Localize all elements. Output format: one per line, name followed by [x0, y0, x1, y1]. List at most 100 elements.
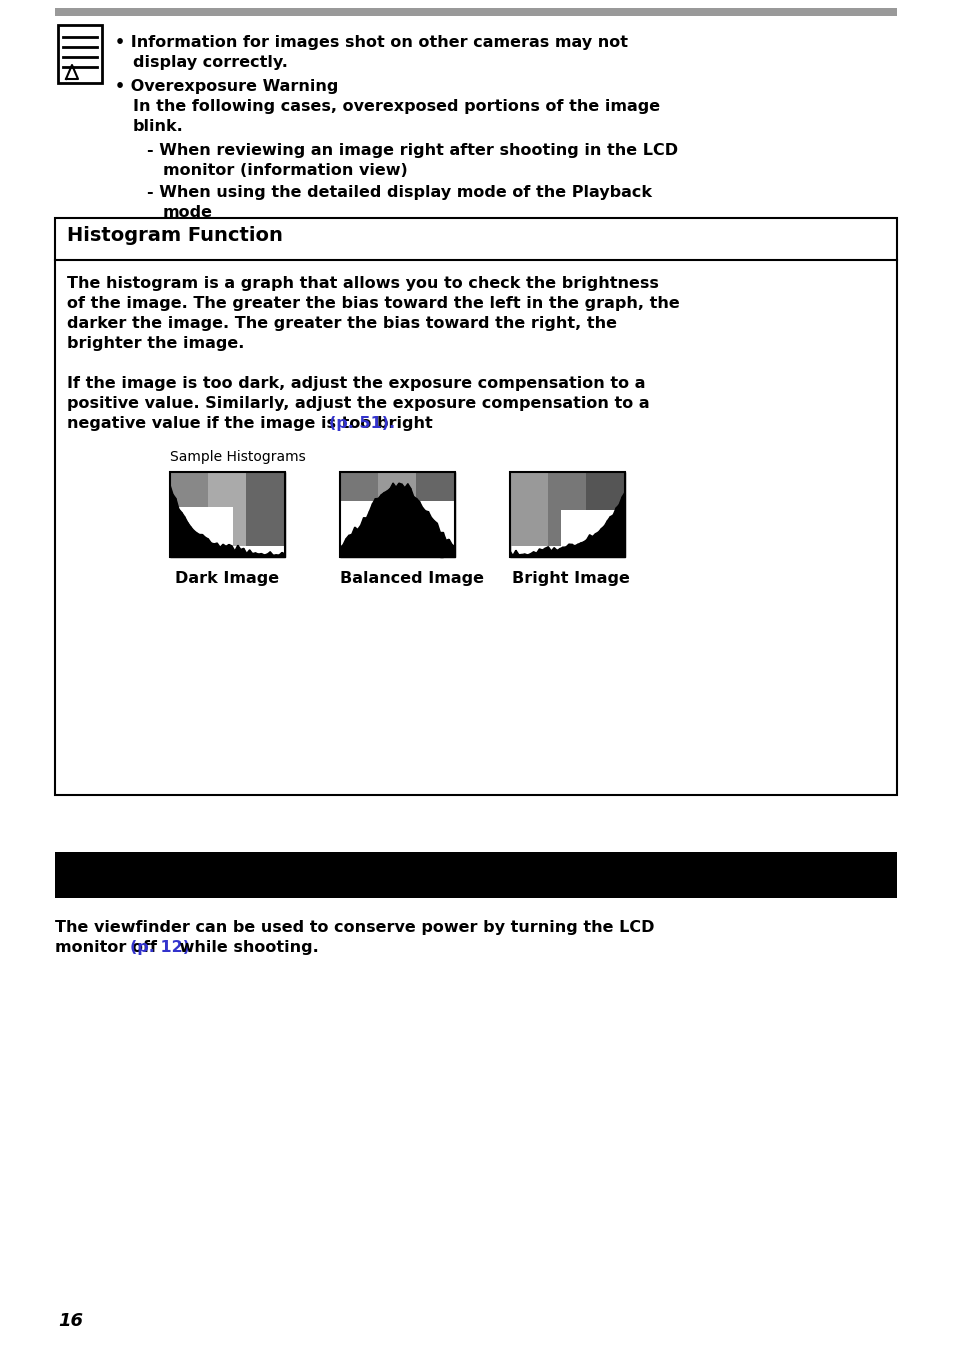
Polygon shape — [414, 496, 416, 557]
Polygon shape — [182, 512, 185, 557]
Polygon shape — [518, 554, 521, 557]
Polygon shape — [422, 507, 425, 557]
Bar — [510, 472, 624, 557]
Polygon shape — [565, 545, 568, 557]
Polygon shape — [264, 554, 267, 557]
Bar — [585, 472, 623, 546]
Polygon shape — [554, 547, 557, 557]
Polygon shape — [527, 554, 530, 557]
Polygon shape — [234, 545, 237, 557]
Polygon shape — [542, 549, 545, 557]
Polygon shape — [273, 554, 275, 557]
Polygon shape — [346, 535, 349, 557]
Polygon shape — [439, 533, 443, 557]
Polygon shape — [258, 554, 261, 557]
Text: monitor (information view): monitor (information view) — [163, 163, 407, 178]
Text: - When using the detailed display mode of the Playback: - When using the detailed display mode o… — [147, 186, 651, 200]
Bar — [416, 472, 454, 546]
Text: (p. 12): (p. 12) — [130, 940, 190, 955]
Polygon shape — [381, 492, 384, 557]
Text: negative value if the image is too bright: negative value if the image is too brigh… — [67, 416, 438, 430]
Polygon shape — [220, 545, 223, 557]
Bar — [510, 472, 624, 557]
Polygon shape — [175, 499, 178, 557]
Bar — [377, 472, 416, 546]
Polygon shape — [580, 542, 583, 557]
Polygon shape — [595, 533, 598, 557]
Polygon shape — [214, 543, 217, 557]
Polygon shape — [357, 526, 360, 557]
Text: • Overexposure Warning: • Overexposure Warning — [115, 79, 338, 94]
Polygon shape — [545, 546, 548, 557]
Polygon shape — [279, 553, 282, 557]
Text: of the image. The greater the bias toward the left in the graph, the: of the image. The greater the bias towar… — [67, 296, 679, 311]
Text: Using the Viewfinder: Using the Viewfinder — [67, 859, 330, 880]
Polygon shape — [401, 484, 404, 557]
Polygon shape — [342, 539, 346, 557]
Polygon shape — [551, 547, 554, 557]
Text: • Information for images shot on other cameras may not: • Information for images shot on other c… — [115, 35, 627, 50]
Text: while shooting.: while shooting. — [173, 940, 318, 955]
Polygon shape — [237, 545, 240, 557]
Bar — [510, 472, 547, 546]
Polygon shape — [384, 491, 387, 557]
Polygon shape — [199, 534, 202, 557]
Polygon shape — [539, 549, 542, 557]
Polygon shape — [411, 488, 414, 557]
Bar — [560, 510, 623, 555]
Polygon shape — [572, 545, 575, 557]
Polygon shape — [425, 511, 428, 557]
Polygon shape — [275, 554, 279, 557]
Polygon shape — [378, 495, 381, 557]
Polygon shape — [592, 534, 595, 557]
Polygon shape — [372, 499, 375, 557]
Polygon shape — [607, 516, 610, 557]
Polygon shape — [404, 484, 407, 557]
Bar — [547, 472, 585, 546]
Bar — [170, 507, 233, 555]
Text: Dark Image: Dark Image — [174, 572, 279, 586]
Text: Balanced Image: Balanced Image — [339, 572, 483, 586]
Polygon shape — [375, 499, 378, 557]
Polygon shape — [393, 483, 395, 557]
Polygon shape — [387, 488, 390, 557]
Text: Bright Image: Bright Image — [512, 572, 629, 586]
Polygon shape — [395, 483, 398, 557]
Polygon shape — [208, 539, 211, 557]
Polygon shape — [548, 546, 551, 557]
Polygon shape — [616, 504, 618, 557]
Polygon shape — [223, 545, 226, 557]
Polygon shape — [270, 551, 273, 557]
Polygon shape — [618, 498, 621, 557]
Polygon shape — [436, 523, 439, 557]
Text: 16: 16 — [58, 1311, 83, 1330]
Polygon shape — [510, 551, 513, 557]
Polygon shape — [369, 504, 372, 557]
Bar — [170, 472, 285, 557]
Text: mode: mode — [163, 204, 213, 221]
Polygon shape — [185, 516, 188, 557]
Polygon shape — [349, 534, 352, 557]
Text: (p. 51).: (p. 51). — [329, 416, 395, 430]
Polygon shape — [366, 511, 369, 557]
Bar — [55, 218, 896, 795]
Polygon shape — [191, 527, 193, 557]
Polygon shape — [390, 483, 393, 557]
Polygon shape — [339, 545, 342, 557]
Bar — [55, 8, 896, 16]
Polygon shape — [250, 550, 253, 557]
Text: darker the image. The greater the bias toward the right, the: darker the image. The greater the bias t… — [67, 316, 617, 331]
Polygon shape — [243, 549, 247, 557]
Polygon shape — [598, 529, 600, 557]
Bar — [208, 472, 246, 546]
Polygon shape — [613, 508, 616, 557]
Polygon shape — [443, 533, 446, 557]
Polygon shape — [261, 554, 264, 557]
Polygon shape — [446, 539, 449, 557]
Polygon shape — [416, 499, 419, 557]
Polygon shape — [449, 539, 452, 557]
Polygon shape — [407, 484, 411, 557]
Polygon shape — [226, 545, 229, 557]
Polygon shape — [559, 547, 562, 557]
Polygon shape — [516, 550, 518, 557]
